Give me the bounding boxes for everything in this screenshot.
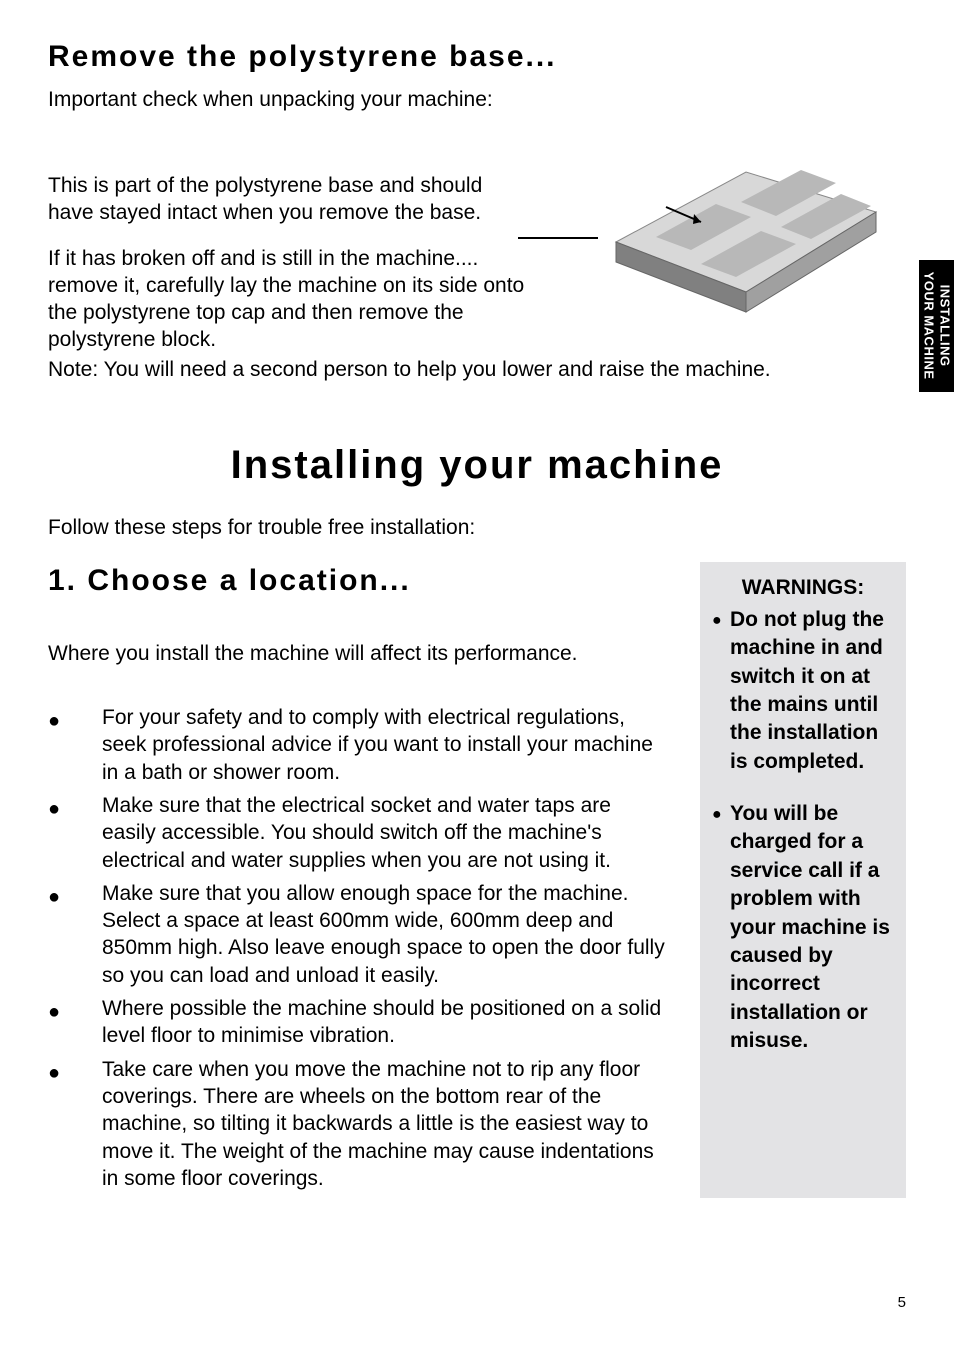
warnings-box: WARNINGS: ● Do not plug the machine in a… [700,562,906,1198]
side-tab: INSTALLINGYOUR MACHINE [919,260,954,392]
location-bullet-list: ● For your safety and to comply with ele… [48,704,670,1192]
poly-paragraph-1: This is part of the polystyrene base and… [48,172,528,227]
bullet-text: Take care when you move the machine not … [102,1056,670,1192]
bullet-text: Where possible the machine should be pos… [102,995,670,1050]
warnings-item: ● You will be charged for a service call… [712,800,894,1055]
warnings-text: You will be charged for a service call i… [730,800,894,1055]
poly-note: Note: You will need a second person to h… [48,356,848,383]
left-column: 1. Choose a location... Where you instal… [48,564,670,1198]
bullet-icon: ● [48,704,102,786]
warnings-list: ● Do not plug the machine in and switch … [712,606,894,1055]
choose-location-title: 1. Choose a location... [48,564,670,598]
follow-steps-text: Follow these steps for trouble free inst… [48,516,906,540]
side-tab-text: INSTALLINGYOUR MACHINE [921,272,952,380]
list-item: ● Take care when you move the machine no… [48,1056,670,1192]
bullet-text: Make sure that you allow enough space fo… [102,880,670,989]
bullet-text: For your safety and to comply with elect… [102,704,670,786]
bullet-text: Make sure that the electrical socket and… [102,792,670,874]
bullet-icon: ● [48,792,102,874]
location-intro: Where you install the machine will affec… [48,642,670,666]
section-title-remove-base: Remove the polystyrene base... [48,40,906,74]
bullet-icon: ● [712,800,730,1055]
polystyrene-section: This is part of the polystyrene base and… [48,172,906,383]
intro-text: Important check when unpacking your mach… [48,88,906,112]
main-title: Installing your machine [48,443,906,488]
content-row: 1. Choose a location... Where you instal… [48,564,906,1198]
polystyrene-base-illustration [586,142,896,342]
warnings-text: Do not plug the machine in and switch it… [730,606,894,776]
list-item: ● Make sure that the electrical socket a… [48,792,670,874]
list-item: ● Where possible the machine should be p… [48,995,670,1050]
list-item: ● For your safety and to comply with ele… [48,704,670,786]
warnings-title: WARNINGS: [712,576,894,600]
list-item: ● Make sure that you allow enough space … [48,880,670,989]
page-number: 5 [898,1294,906,1311]
bullet-icon: ● [48,1056,102,1192]
poly-paragraph-2: If it has broken off and is still in the… [48,245,528,354]
warnings-item: ● Do not plug the machine in and switch … [712,606,894,776]
bullet-icon: ● [48,880,102,989]
bullet-icon: ● [712,606,730,776]
bullet-icon: ● [48,995,102,1050]
